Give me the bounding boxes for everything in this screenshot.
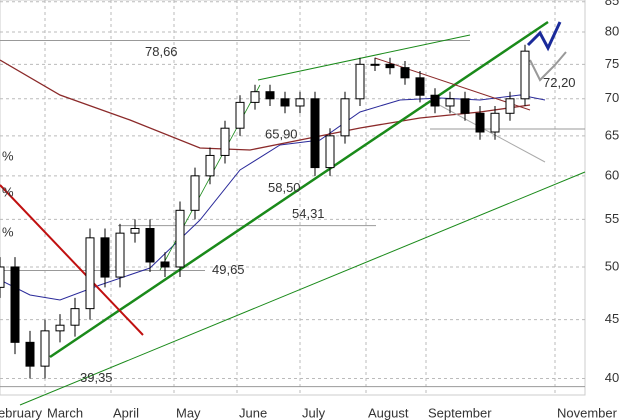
x-tick-label: August	[368, 405, 409, 420]
candle-body	[220, 127, 230, 156]
candle-body	[385, 63, 395, 69]
y-tick-label: 65	[605, 127, 619, 142]
candle-body	[475, 112, 485, 133]
candle-body	[325, 135, 335, 169]
level-label: 49,65	[212, 262, 245, 277]
candle-body	[355, 63, 365, 100]
candle-body	[55, 324, 65, 332]
y-tick-label: 40	[605, 370, 619, 385]
x-tick-label: March	[47, 405, 83, 420]
candle-body	[145, 227, 155, 263]
candle-body	[310, 98, 320, 169]
moving-average-long	[0, 59, 531, 151]
percent-label: %	[2, 148, 14, 163]
y-tick-label: 55	[605, 211, 619, 226]
candle-body	[400, 67, 410, 79]
wedge-line	[374, 57, 531, 111]
candle-body	[340, 98, 350, 137]
resistance-line	[0, 184, 144, 336]
candle-body	[40, 330, 50, 367]
candle-body	[415, 77, 425, 96]
level-label: 58,50	[268, 180, 301, 195]
candle-body	[505, 98, 515, 114]
candle-body	[175, 209, 185, 268]
x-tick-label: November	[557, 405, 618, 420]
candle-body	[280, 98, 290, 107]
y-tick-label: 50	[605, 258, 619, 273]
candle-body	[115, 232, 125, 278]
level-label: 54,31	[292, 206, 325, 221]
candle-body	[190, 175, 200, 211]
data-layer	[0, 44, 530, 379]
y-tick-label: 60	[605, 167, 619, 182]
candle-body	[460, 98, 470, 114]
percent-label: %	[2, 224, 14, 239]
level-label: 72,20	[543, 75, 576, 90]
x-tick-label: September	[428, 405, 492, 420]
y-tick-label: 75	[605, 56, 619, 71]
x-tick-label: April	[113, 405, 139, 420]
projection	[526, 21, 562, 52]
projection-alt	[529, 51, 567, 82]
level-label: 78,66	[145, 44, 178, 59]
y-tick-label: 85	[605, 0, 619, 8]
candle-body	[490, 112, 500, 133]
candle-body	[10, 266, 20, 343]
candle-body	[130, 227, 140, 234]
candle-body	[100, 237, 110, 278]
candle-body	[445, 98, 455, 107]
trend-line	[49, 20, 549, 359]
x-tick-label: June	[239, 405, 267, 420]
support-line	[19, 171, 586, 406]
level-label: 65,90	[265, 126, 298, 141]
level-label: 39,35	[80, 370, 113, 385]
candle-body	[250, 91, 260, 103]
y-tick-label: 45	[605, 311, 619, 326]
candle-body	[370, 63, 380, 66]
x-tick-label: May	[176, 405, 201, 420]
candle-body	[85, 237, 95, 310]
plot-area	[0, 0, 586, 396]
candle-body	[0, 266, 5, 288]
y-tick-label: 80	[605, 23, 619, 38]
candle-body	[235, 101, 245, 129]
percent-label: %	[2, 184, 14, 199]
channel-line	[257, 34, 471, 81]
y-tick-label: 70	[605, 90, 619, 105]
candle-body	[430, 94, 440, 107]
candle-body	[25, 341, 35, 367]
candle-body	[520, 50, 530, 100]
candle-body	[295, 98, 305, 107]
candle-body	[265, 91, 275, 100]
x-tick-label: July	[302, 405, 326, 420]
candle-body	[205, 154, 215, 177]
x-tick-label: February	[0, 405, 43, 420]
candle-body	[160, 261, 170, 268]
candle-body	[70, 308, 80, 326]
wedge-line	[429, 99, 546, 163]
